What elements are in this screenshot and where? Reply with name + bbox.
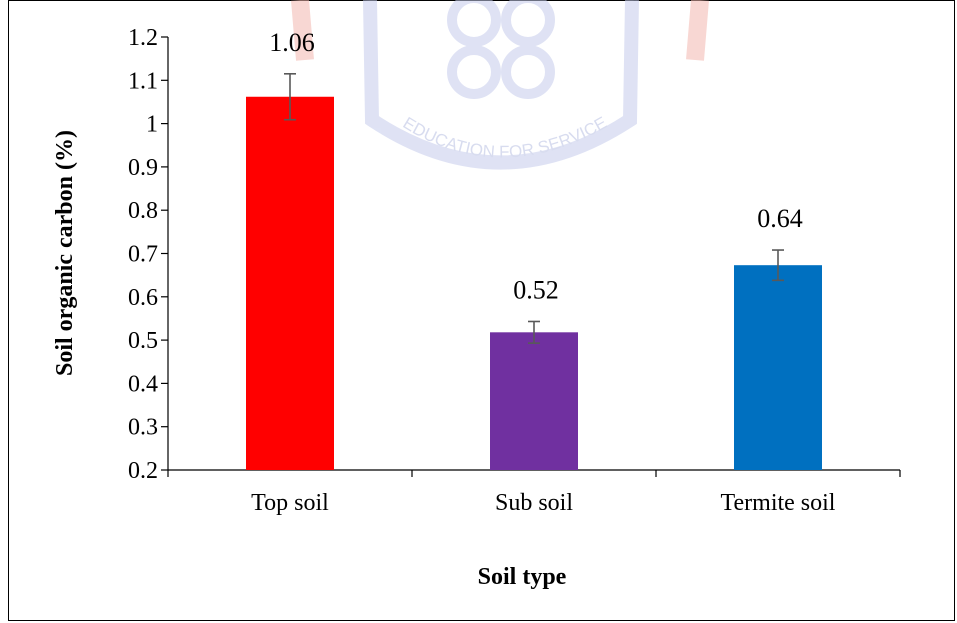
- y-tick-label: 0.6: [128, 285, 158, 311]
- x-tick-label: Top soil: [251, 490, 329, 516]
- y-tick-label: 0.8: [128, 198, 158, 224]
- bar: [490, 332, 578, 470]
- data-label: 1.06: [269, 28, 315, 57]
- plot-area: 0.2 0.3 0.4 0.5 0.6 0.7 0.8 0.9 1 1.1 1.2 1.06 Top s…: [128, 25, 901, 516]
- x-axis-title: Soil type: [478, 564, 567, 590]
- y-tick-label: 0.5: [128, 328, 158, 354]
- y-axis-title: Soil organic carbon (%): [52, 130, 78, 376]
- seal-watermark-ring-left: [447, 45, 501, 99]
- seal-watermark-red-stroke-right: [686, 0, 709, 61]
- seal-watermark-ring-right: [501, 45, 555, 99]
- data-label: 0.52: [513, 275, 559, 304]
- y-tick-label: 1.2: [128, 25, 158, 51]
- x-tick-label: Termite soil: [721, 490, 836, 516]
- bar: [246, 96, 334, 470]
- y-tick-label: 1: [146, 112, 158, 138]
- y-tick-label: 0.9: [128, 155, 158, 181]
- y-tick-label: 0.7: [128, 242, 158, 268]
- y-tick-label: 0.3: [128, 415, 158, 441]
- seal-watermark: EDUCATION FOR SERVICE: [291, 0, 709, 170]
- seal-watermark-arc: [363, 0, 639, 170]
- seal-watermark-red-stroke: [291, 0, 314, 61]
- y-tick-label: 0.4: [128, 371, 158, 397]
- data-label: 0.64: [757, 204, 803, 233]
- y-tick-label: 0.2: [128, 458, 158, 484]
- x-tick-label: Sub soil: [495, 490, 573, 516]
- seal-watermark-ring-left-top: [447, 0, 501, 47]
- seal-watermark-ring-right-top: [501, 0, 555, 47]
- bar: [734, 265, 822, 470]
- y-tick-label: 1.1: [128, 68, 158, 94]
